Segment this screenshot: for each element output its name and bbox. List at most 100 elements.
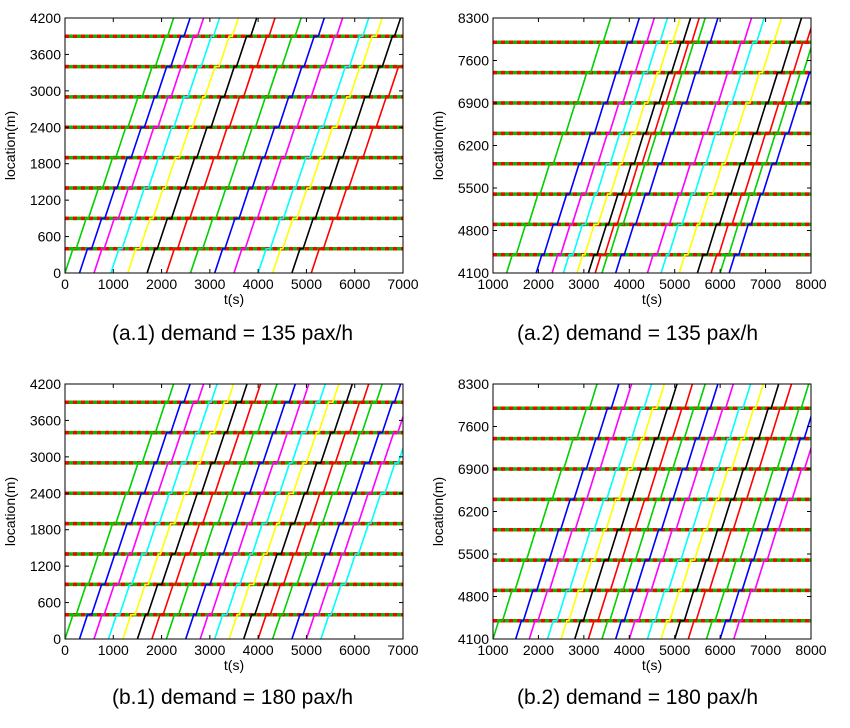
y-axis-label: location(m) [430, 111, 446, 180]
x-tick-label: 2000 [523, 642, 554, 658]
x-tick-label: 1000 [477, 276, 508, 292]
bus-trajectory [678, 18, 783, 273]
x-tick-label: 7000 [387, 276, 418, 292]
bus-trajectory [93, 384, 205, 639]
bus-trajectory [165, 18, 276, 273]
x-tick-label: 3000 [568, 642, 599, 658]
chart-caption: (a.1) demand = 135 pax/h [111, 322, 354, 345]
bus-trajectory [614, 384, 719, 639]
bus-trajectory [320, 445, 403, 639]
x-tick-label: 8000 [795, 276, 826, 292]
chart-caption: (b.1) demand = 180 pax/h [111, 686, 354, 709]
chart-panel-b1: 0 1000 2000 3000 4000 5000 6000 7000 0 600 1200 180… [0, 364, 425, 728]
y-tick-label: 4200 [30, 10, 61, 26]
axes-frame [64, 17, 404, 274]
bus-trajectory [213, 18, 326, 273]
bus-trajectory [233, 18, 344, 273]
bus-trajectory [110, 18, 221, 273]
bus-trajectory [257, 384, 370, 639]
x-tick-label: 6000 [705, 276, 736, 292]
y-tick-label: 1800 [30, 522, 61, 538]
y-tick-label: 4200 [30, 376, 61, 392]
x-tick-label: 6000 [705, 642, 736, 658]
bus-trajectory [122, 384, 235, 639]
bus-trajectory [614, 18, 719, 273]
y-tick-label: 4800 [458, 589, 489, 605]
x-tick-label: 4000 [614, 642, 645, 658]
bus-trajectory [587, 384, 694, 639]
bus-trajectory [710, 25, 811, 273]
x-tick-label: 1000 [98, 276, 129, 292]
y-tick-label: 7600 [458, 419, 489, 435]
bus-trajectory [107, 384, 218, 639]
axes-frame [64, 383, 404, 640]
bus-trajectory [546, 384, 653, 639]
x-axis-label: t(s) [642, 291, 662, 307]
bus-trajectory [93, 18, 205, 273]
bus-trajectory [560, 384, 666, 639]
y-tick-label: 8300 [458, 10, 489, 26]
y-tick-label: 1200 [30, 558, 61, 574]
bus-trajectory [184, 384, 297, 639]
y-tick-label: 5500 [458, 546, 489, 562]
x-tick-label: 4000 [243, 642, 274, 658]
y-axis-label: location(m) [2, 111, 18, 180]
bus-trajectory [628, 384, 735, 639]
chart-b2-svg: 1000 2000 3000 4000 5000 6000 7000 8000 4100 4800… [430, 376, 827, 673]
bus-trajectory [78, 384, 191, 639]
x-axis-label: t(s) [642, 657, 662, 673]
bus-trajectory [146, 18, 258, 273]
bus-trajectory [601, 384, 706, 639]
bus-trajectory [242, 384, 354, 639]
chart-a1-svg: 0 1000 2000 3000 4000 5000 6000 7000 0 600 1200 180… [2, 10, 419, 307]
x-tick-label: 7000 [750, 642, 781, 658]
bus-trajectory [189, 18, 302, 273]
x-tick-label: 5000 [291, 276, 322, 292]
bus-trajectory [291, 384, 402, 639]
bus-trajectory [305, 414, 403, 639]
x-tick-label: 4000 [243, 276, 274, 292]
bus-trajectory [199, 384, 310, 639]
bus-trajectory [719, 413, 811, 639]
bus-trajectory [228, 384, 340, 639]
y-tick-label: 3600 [30, 412, 61, 428]
chart-b1-svg: 0 1000 2000 3000 4000 5000 6000 7000 0 600 1200 180… [2, 376, 419, 673]
x-tick-label: 6000 [339, 276, 370, 292]
bus-trajectory [514, 384, 620, 639]
bus-trajectory [728, 71, 811, 273]
x-tick-label: 5000 [659, 276, 690, 292]
bus-trajectory [733, 445, 811, 639]
bus-trajectory [551, 18, 656, 273]
y-tick-label: 600 [38, 595, 62, 611]
x-tick-label: 3000 [568, 276, 599, 292]
bus-trajectory [646, 384, 752, 639]
bus-trajectory [587, 18, 692, 273]
bus-trajectory [213, 384, 327, 639]
y-tick-label: 2400 [30, 119, 61, 135]
bus-trajectory [291, 18, 402, 273]
y-tick-label: 3600 [30, 46, 61, 62]
bus-trajectory [165, 384, 278, 639]
y-tick-label: 3000 [30, 449, 61, 465]
x-tick-label: 1000 [98, 642, 129, 658]
bus-trajectory [601, 18, 706, 273]
x-axis-label: t(s) [224, 657, 244, 673]
bus-trajectory [136, 384, 248, 639]
x-axis-label: t(s) [224, 291, 244, 307]
x-tick-label: 5000 [291, 642, 322, 658]
y-tick-label: 6200 [458, 138, 489, 154]
bus-trajectory [687, 384, 793, 639]
y-tick-label: 7600 [458, 53, 489, 69]
bus-trajectory [493, 384, 598, 639]
bus-trajectory [673, 384, 780, 639]
y-tick-label: 1200 [30, 192, 61, 208]
bus-trajectory [528, 384, 633, 639]
bus-trajectory [696, 18, 803, 273]
y-tick-label: 6200 [458, 504, 489, 520]
x-tick-label: 2000 [523, 276, 554, 292]
x-tick-label: 7000 [387, 642, 418, 658]
y-tick-label: 600 [38, 229, 62, 245]
x-tick-label: 8000 [795, 642, 826, 658]
chart-a2-svg: 1000 2000 3000 4000 5000 6000 7000 8000 4100 4800… [430, 10, 827, 307]
y-tick-label: 6900 [458, 461, 489, 477]
